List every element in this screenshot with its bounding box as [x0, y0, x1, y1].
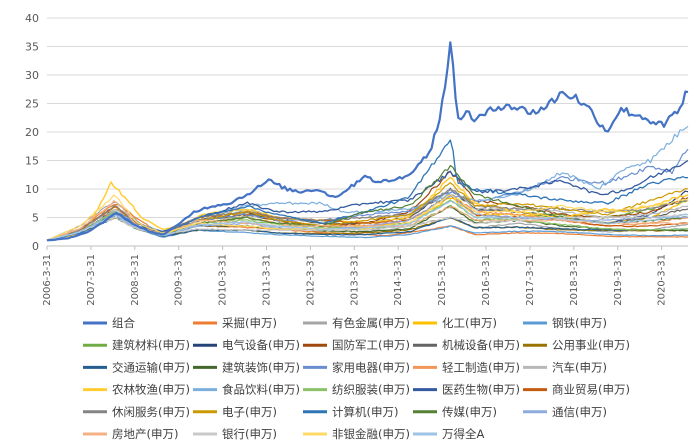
legend-label: 家用电器(申万)	[332, 360, 410, 374]
x-tick-label: 2011-3-31	[262, 254, 273, 306]
legend-label: 医药生物(申万)	[442, 383, 520, 397]
x-tick-label: 2020-3-31	[657, 254, 668, 306]
legend-label: 万得全A	[442, 427, 484, 441]
x-tick-label: 2006-3-31	[42, 254, 53, 306]
x-tick-label: 2019-3-31	[613, 254, 624, 306]
legend-label: 房地产(申万)	[112, 427, 178, 441]
legend-label: 休闲服务(申万)	[112, 405, 190, 419]
y-tick-label: 10	[25, 183, 39, 196]
y-tick-label: 15	[25, 155, 39, 168]
series-line-0	[46, 41, 689, 242]
y-tick-label: 40	[25, 12, 39, 25]
legend-label: 银行(申万)	[222, 427, 277, 441]
x-tick-label: 2018-3-31	[569, 254, 580, 306]
y-tick-label: 35	[25, 41, 39, 54]
y-tick-label: 20	[25, 126, 39, 139]
legend-label: 食品饮料(申万)	[222, 383, 300, 397]
legend-label: 有色金属(申万)	[332, 316, 410, 330]
series-line-18	[46, 159, 689, 241]
legend-label: 电子(申万)	[222, 405, 277, 419]
legend-label: 非银金融(申万)	[332, 427, 410, 441]
x-tick-label: 2015-3-31	[437, 254, 448, 306]
legend-label: 农林牧渔(申万)	[112, 383, 190, 397]
legend-label: 电气设备(申万)	[222, 338, 300, 352]
legend-label: 化工(申万)	[442, 316, 497, 330]
y-tick-label: 30	[25, 69, 39, 82]
legend-label: 传媒(申万)	[442, 405, 497, 419]
legend-label: 建筑材料(申万)	[112, 338, 190, 352]
legend-label: 机械设备(申万)	[442, 338, 520, 352]
legend-label: 计算机(申万)	[332, 405, 398, 419]
x-tick-label: 2007-3-31	[86, 254, 97, 306]
legend-label: 交通运输(申万)	[112, 360, 190, 374]
gridlines	[47, 17, 688, 247]
legend-label: 建筑装饰(申万)	[222, 360, 300, 374]
x-tick-label: 2016-3-31	[481, 254, 492, 306]
legend-label: 纺织服装(申万)	[332, 383, 410, 397]
x-tick-label: 2008-3-31	[130, 254, 141, 306]
x-tick-label: 2013-3-31	[349, 254, 360, 306]
x-tick-label: 2009-3-31	[174, 254, 185, 306]
series-lines	[46, 41, 689, 242]
y-axis-ticks: 0 5 10 15 20 25 30 35 40	[25, 12, 39, 253]
legend-label: 公用事业(申万)	[552, 338, 630, 352]
x-tick-label: 2012-3-31	[305, 254, 316, 306]
series-line-25	[46, 200, 689, 241]
x-tick-label: 2017-3-31	[525, 254, 536, 306]
legend-label: 国防军工(申万)	[332, 338, 410, 352]
legend-label: 钢铁(申万)	[552, 316, 607, 330]
legend-label: 汽车(申万)	[552, 360, 607, 374]
y-tick-label: 0	[32, 240, 39, 253]
series-line-27	[46, 194, 689, 241]
y-tick-label: 5	[32, 212, 39, 225]
legend-label: 通信(申万)	[552, 405, 607, 419]
x-tick-label: 2014-3-31	[393, 254, 404, 306]
legend-label: 轻工制造(申万)	[442, 360, 520, 374]
legend-label: 采掘(申万)	[222, 316, 277, 330]
y-tick-label: 25	[25, 98, 39, 111]
legend-label: 组合	[112, 316, 135, 330]
x-axis-ticks: 2006-3-31 2007-3-31 2008-3-31 2009-3-31 2010…	[42, 245, 688, 306]
x-tick-label: 2010-3-31	[218, 254, 229, 306]
series-line-4	[46, 211, 689, 241]
legend: 组合 采掘(申万) 有色金属(申万) 化工(申万) 钢铁(申万) 建筑材料(申万) 电气设备…	[83, 316, 630, 441]
legend-label: 商业贸易(申万)	[552, 383, 630, 397]
